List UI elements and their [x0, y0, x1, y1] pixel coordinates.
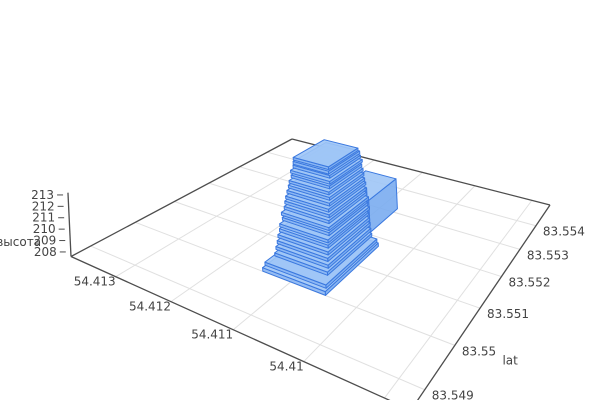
x-tick-label: 54.411	[191, 328, 233, 342]
x-tick-label: 54.412	[129, 300, 171, 314]
z-tick-label: 209	[33, 234, 56, 248]
y-axis-line	[416, 204, 551, 400]
z-tick-label: 208	[34, 245, 57, 259]
floor-grid-x	[303, 185, 476, 362]
x-tick-label: 54.41	[269, 360, 303, 374]
x-tick-label: 54.413	[74, 275, 116, 289]
x-axis-line	[70, 255, 391, 400]
mesh-face-top	[292, 139, 359, 168]
y-axis-title: lat	[502, 353, 518, 367]
z-tick-label: 212	[32, 199, 55, 213]
floor-grid-x	[384, 200, 533, 399]
z-axis-line	[67, 192, 72, 257]
y-tick-label: 83.549	[432, 389, 474, 400]
y-tick-label: 83.55	[462, 344, 496, 358]
y-tick-label: 83.554	[543, 225, 585, 239]
z-tick-label: 213	[31, 188, 54, 202]
floor-grid-y	[90, 245, 425, 391]
y-tick-label: 83.552	[508, 276, 550, 290]
y-tick-label: 83.553	[527, 248, 569, 262]
y-tick-label: 83.551	[487, 307, 529, 321]
z-tick-label: 211	[32, 211, 55, 225]
z-tick-label: 210	[33, 222, 56, 236]
z-axis-title: высота	[0, 235, 41, 249]
floor-edge-left-back	[70, 138, 293, 258]
